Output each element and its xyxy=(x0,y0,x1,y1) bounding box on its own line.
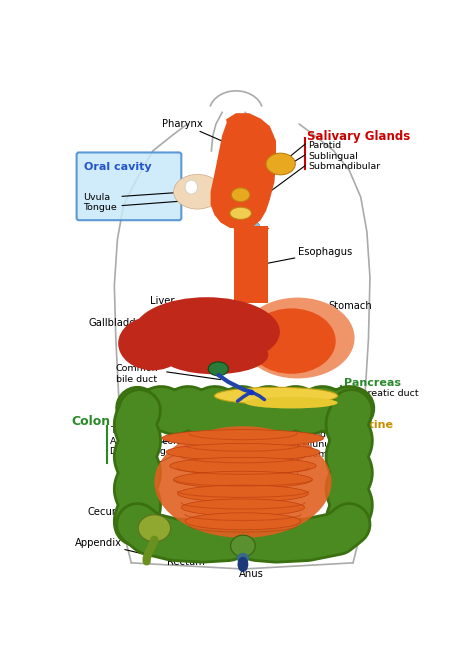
Ellipse shape xyxy=(237,557,248,572)
Ellipse shape xyxy=(177,485,309,502)
Polygon shape xyxy=(235,226,268,303)
Ellipse shape xyxy=(134,297,280,367)
Ellipse shape xyxy=(162,430,324,446)
Ellipse shape xyxy=(118,316,188,371)
Text: Liver: Liver xyxy=(150,296,210,316)
Text: Parotid: Parotid xyxy=(309,141,341,150)
Ellipse shape xyxy=(266,153,295,175)
Polygon shape xyxy=(210,113,276,229)
Text: Pharynx: Pharynx xyxy=(162,119,236,147)
Ellipse shape xyxy=(241,220,261,243)
Text: Pancreatic duct: Pancreatic duct xyxy=(346,389,419,398)
Text: Small Intestine: Small Intestine xyxy=(299,420,393,430)
Text: Stomach: Stomach xyxy=(315,301,372,323)
Ellipse shape xyxy=(166,443,320,461)
Text: Appendix: Appendix xyxy=(75,538,148,555)
Ellipse shape xyxy=(161,336,268,374)
Ellipse shape xyxy=(237,553,249,564)
Text: Cecum: Cecum xyxy=(88,507,161,526)
Text: Gallbladder: Gallbladder xyxy=(89,318,219,364)
Ellipse shape xyxy=(241,297,355,378)
Ellipse shape xyxy=(231,535,255,557)
Text: Duodenum: Duodenum xyxy=(301,430,354,439)
Ellipse shape xyxy=(182,499,304,516)
Ellipse shape xyxy=(155,426,331,538)
Text: Jejunum: Jejunum xyxy=(301,441,340,450)
Text: Pancreas: Pancreas xyxy=(344,378,401,388)
Ellipse shape xyxy=(185,180,198,194)
Text: Descending colon: Descending colon xyxy=(110,447,195,456)
Text: Transverse colon: Transverse colon xyxy=(110,426,191,435)
Text: Tongue: Tongue xyxy=(83,202,117,211)
Ellipse shape xyxy=(247,308,336,374)
Text: Colon: Colon xyxy=(71,415,110,428)
Text: Submandibular: Submandibular xyxy=(309,163,381,172)
FancyBboxPatch shape xyxy=(77,152,182,220)
Text: Ascending colon: Ascending colon xyxy=(110,437,188,446)
Ellipse shape xyxy=(138,515,171,542)
Text: Esophagus: Esophagus xyxy=(251,247,352,266)
Ellipse shape xyxy=(245,397,337,408)
Text: Anus: Anus xyxy=(239,569,264,579)
Text: Common
bile duct: Common bile duct xyxy=(116,364,158,384)
Text: Ileum: Ileum xyxy=(301,450,328,459)
Ellipse shape xyxy=(170,457,316,474)
Ellipse shape xyxy=(173,174,221,209)
Text: Rectum: Rectum xyxy=(167,546,243,567)
Text: Oral cavity: Oral cavity xyxy=(83,163,151,172)
Ellipse shape xyxy=(214,388,337,404)
Text: Salivary Glands: Salivary Glands xyxy=(307,130,410,143)
Text: Sublingual: Sublingual xyxy=(309,152,358,161)
Ellipse shape xyxy=(208,362,228,376)
Ellipse shape xyxy=(173,471,312,488)
Ellipse shape xyxy=(230,207,251,220)
Ellipse shape xyxy=(185,513,301,530)
Ellipse shape xyxy=(231,188,250,202)
Text: Uvula: Uvula xyxy=(83,193,110,202)
